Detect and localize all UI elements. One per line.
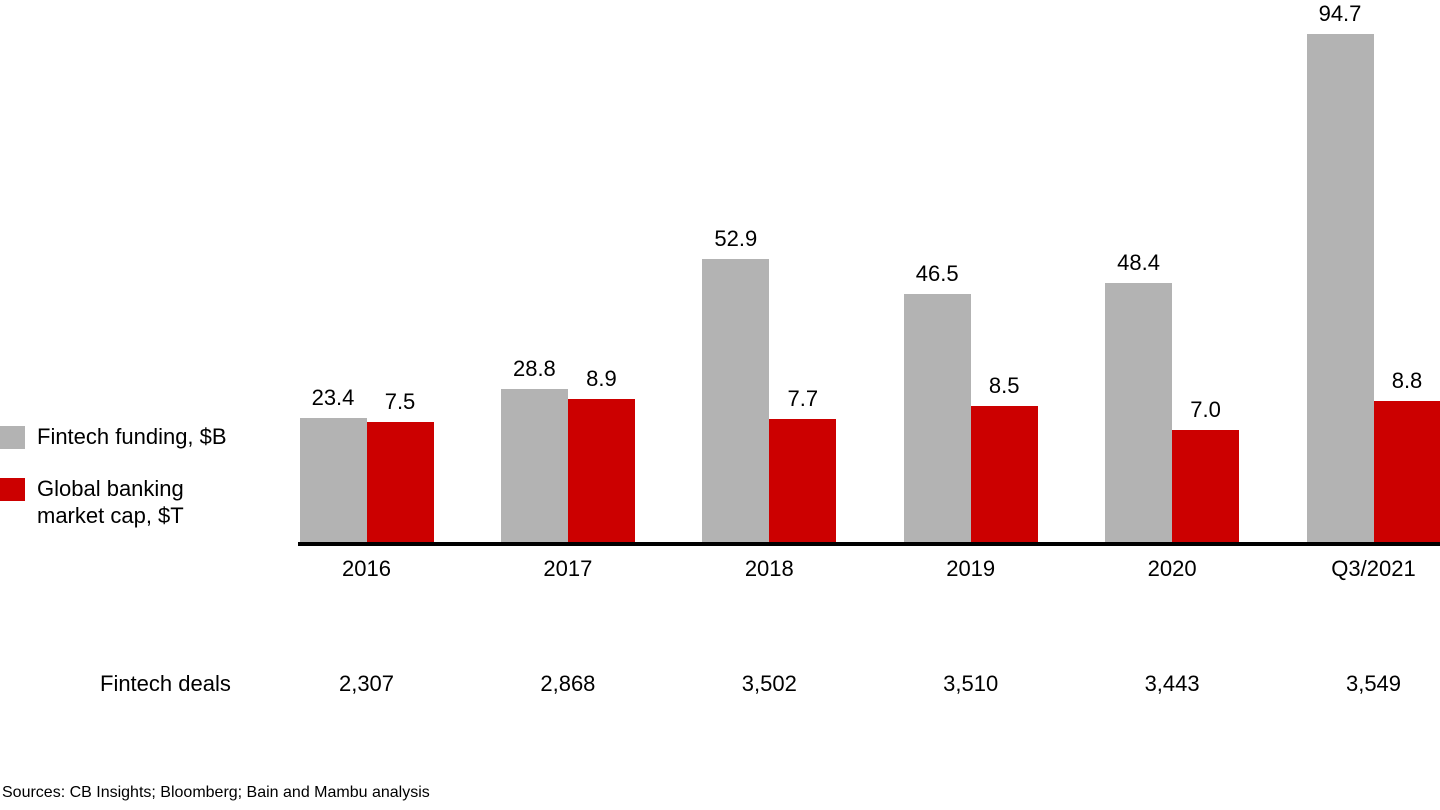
bar-value-label: 94.7 (1318, 1, 1362, 26)
bar-value-label: 7.7 (787, 385, 819, 411)
bar-global-banking-market-cap (567, 399, 635, 544)
legend-item-banking-market-cap: Global banking market cap, $T (0, 475, 242, 529)
bar-value-label: 52.9 (714, 226, 758, 252)
fintech-deals-value: 2,868 (540, 671, 596, 696)
x-axis-label: Q3/2021 (1331, 556, 1416, 581)
fintech-deals-value: 3,549 (1345, 671, 1402, 696)
bar-global-banking-market-cap (1172, 429, 1240, 544)
bar-value-label: 7.5 (384, 388, 416, 414)
legend-label-fintech-funding: Fintech funding, $B (37, 424, 227, 449)
bar-value-label: 7.0 (1190, 396, 1221, 422)
bar-global-banking-market-cap (970, 405, 1038, 544)
bar-value-label: 46.5 (915, 260, 959, 286)
x-axis-label: 2020 (1147, 556, 1197, 581)
bar-fintech-funding (299, 417, 367, 544)
bar-fintech-funding (1105, 283, 1173, 544)
x-axis-label: 2019 (946, 556, 996, 581)
bar-fintech-funding (500, 388, 568, 544)
bar-value-label: 8.5 (988, 372, 1020, 398)
x-axis-label: 2016 (342, 556, 391, 581)
bar-value-label: 23.4 (311, 384, 355, 410)
bar-value-label: 8.8 (1391, 367, 1423, 393)
fintech-deals-value: 3,443 (1144, 671, 1200, 696)
bar-fintech-funding (903, 293, 971, 544)
bar-fintech-funding (1306, 34, 1374, 544)
fintech-deals-value: 2,307 (338, 671, 395, 696)
bar-global-banking-market-cap (769, 418, 837, 544)
bar-value-label: 28.8 (512, 355, 556, 381)
legend-item-fintech-funding: Fintech funding, $B (0, 423, 227, 450)
fintech-deals-row-label: Fintech deals (100, 671, 231, 696)
legend-swatch-gray (0, 426, 25, 449)
x-axis-label: 2018 (744, 556, 794, 581)
bar-value-label: 48.4 (1117, 250, 1160, 276)
fintech-deals-value: 3,510 (943, 671, 999, 696)
bar-fintech-funding (702, 259, 770, 544)
legend-swatch-red (0, 478, 25, 501)
x-axis-line (298, 542, 1440, 546)
x-axis-label: 2017 (543, 556, 593, 581)
bar-value-label: 8.9 (586, 366, 617, 391)
bar-global-banking-market-cap (366, 421, 434, 544)
fintech-deals-value: 3,502 (741, 671, 797, 696)
sources-note: Sources: CB Insights; Bloomberg; Bain an… (2, 784, 430, 801)
bar-global-banking-market-cap (1373, 400, 1440, 544)
legend-label-banking-market-cap: Global banking market cap, $T (37, 476, 184, 528)
